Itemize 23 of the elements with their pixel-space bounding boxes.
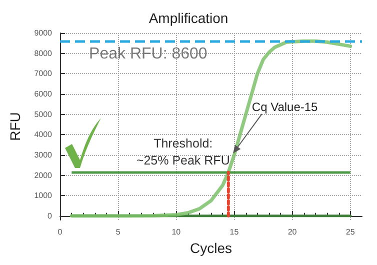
y-tick-label: 3000 (34, 150, 53, 160)
y-tick-label: 0 (48, 211, 53, 220)
line-series (70, 39, 352, 218)
x-tick-label: 0 (58, 228, 63, 236)
y-tick-label: 5000 (34, 110, 53, 119)
y-tick-label: 9000 (34, 28, 53, 38)
x-tick-label: 10 (172, 228, 182, 236)
x-tick-label: 15 (230, 228, 240, 236)
y-tick-label: 6000 (34, 89, 53, 98)
y-axis-title: RFU (7, 112, 23, 141)
chart-title: Amplification (148, 10, 228, 26)
x-tick-label: 20 (288, 228, 298, 236)
y-tick-label: 7000 (34, 69, 53, 78)
ref-line-label: Peak RFU: 8600 (89, 46, 208, 63)
ref-line-label: Threshold: ~25% Peak RFU (136, 136, 230, 168)
x-tick-label: 5 (116, 228, 121, 236)
annotation: Cq Value-15 (252, 100, 318, 114)
x-tick-label: 25 (346, 228, 356, 236)
x-axis-title: Cycles (190, 240, 232, 256)
y-tick-label: 4000 (34, 130, 53, 140)
y-tick-label: 8000 (34, 48, 53, 58)
y-tick-label: 1000 (34, 191, 53, 200)
y-tick-label: 2000 (34, 170, 53, 180)
